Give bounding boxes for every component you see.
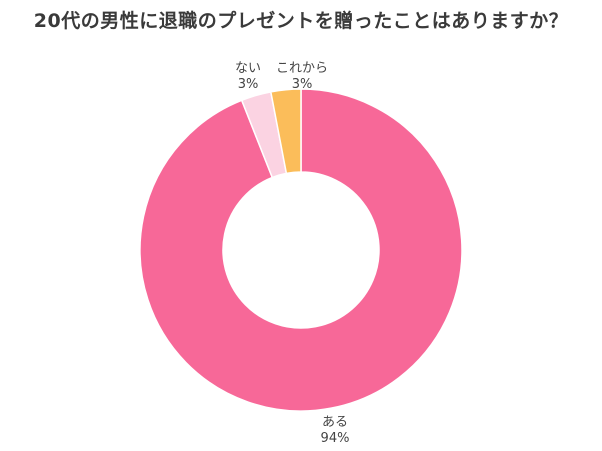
slice-label-value-1: 94% <box>321 431 350 446</box>
slice-label-name-1: ある <box>322 415 348 430</box>
donut-slices <box>139 88 463 412</box>
chart-title: 20代の男性に退職のプレゼントを贈ったことはありますか？ <box>33 10 569 32</box>
slice-label-value-3: 3% <box>292 77 313 92</box>
slice-3 <box>269 88 302 175</box>
slice-1 <box>139 88 463 412</box>
slice-label-name-2: ない <box>235 61 261 76</box>
slice-label-name-3: これから <box>276 61 328 76</box>
slice-label-value-2: 3% <box>238 77 259 92</box>
